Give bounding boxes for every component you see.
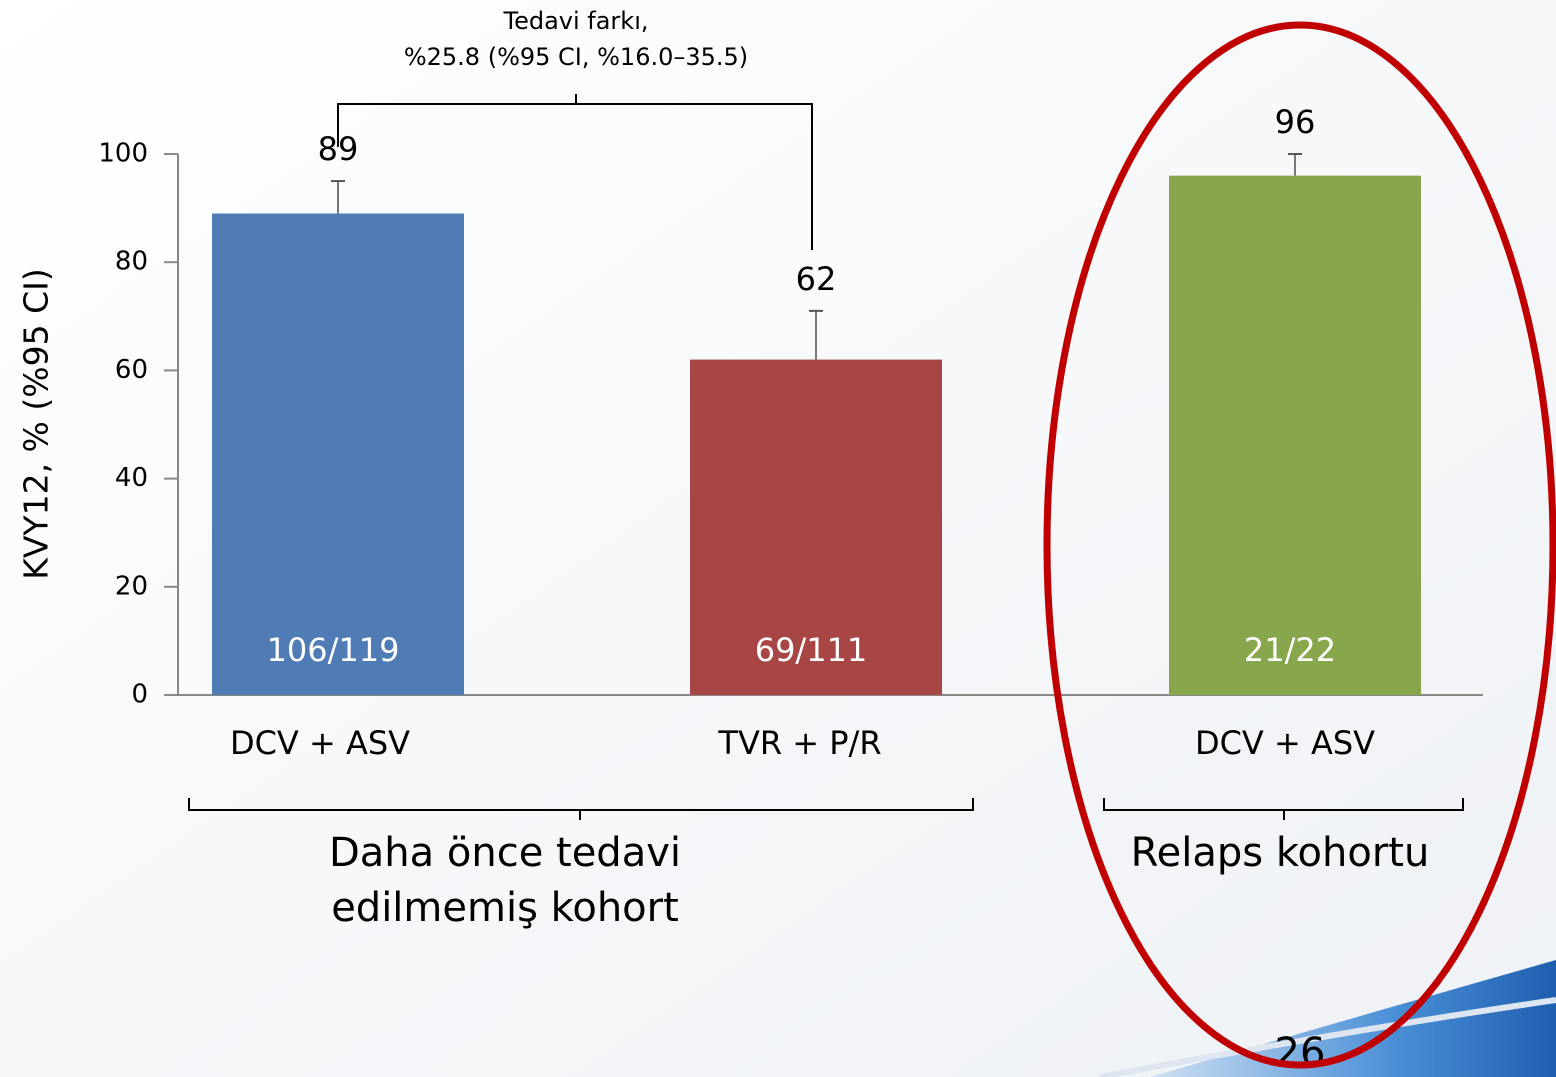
bar-label: 106/119 bbox=[267, 631, 400, 669]
value-label: 96 bbox=[1275, 103, 1316, 141]
y-tick-label: 20 bbox=[115, 571, 148, 601]
bar bbox=[1169, 175, 1421, 695]
group-bracket bbox=[188, 798, 974, 820]
y-tick-label: 40 bbox=[115, 463, 148, 493]
bar bbox=[690, 359, 942, 695]
bar-label: 21/22 bbox=[1244, 631, 1336, 669]
group-label: edilmemiş kohort bbox=[331, 885, 679, 931]
y-tick-label: 80 bbox=[115, 247, 148, 277]
group-bracket bbox=[1103, 798, 1464, 820]
highlight-ellipse bbox=[1043, 21, 1556, 1069]
group-label: Relaps kohortu bbox=[1131, 830, 1430, 876]
bar bbox=[212, 213, 464, 695]
y-axis-label: KVY12, % (%95 CI) bbox=[17, 268, 56, 580]
comparison-bracket bbox=[337, 94, 813, 250]
x-tick-label: DCV + ASV bbox=[230, 724, 410, 762]
x-tick-label: TVR + P/R bbox=[717, 724, 881, 762]
group-label: Daha önce tedavi bbox=[329, 830, 681, 876]
bar-label: 69/111 bbox=[755, 631, 868, 669]
x-tick-label: DCV + ASV bbox=[1195, 724, 1375, 762]
y-tick-label: 0 bbox=[131, 680, 148, 710]
value-label: 62 bbox=[796, 260, 837, 298]
y-tick-label: 100 bbox=[98, 139, 148, 169]
y-tick-label: 60 bbox=[115, 355, 148, 385]
annotation: Tedavi farkı, bbox=[502, 7, 648, 35]
value-label: 89 bbox=[318, 130, 359, 168]
annotation: %25.8 (%95 CI, %16.0–35.5) bbox=[404, 43, 748, 71]
swoosh-line bbox=[1099, 997, 1556, 1077]
page-number: 26 bbox=[1275, 1030, 1326, 1076]
